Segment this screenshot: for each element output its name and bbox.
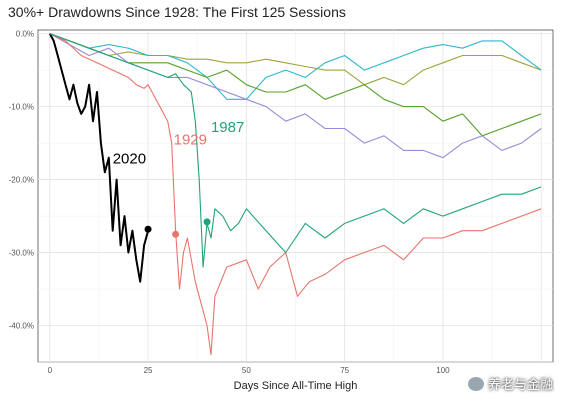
y-tick-label: -10.0% [9, 103, 34, 112]
marker-1929 [172, 230, 180, 238]
y-tick-label: -20.0% [9, 176, 34, 185]
y-tick-label: -40.0% [9, 322, 34, 331]
x-tick-label: 25 [144, 366, 153, 375]
chart-title: 30%+ Drawdowns Since 1928: The First 125… [8, 4, 346, 20]
series-line-1929 [49, 33, 542, 356]
marker-2020 [144, 225, 152, 233]
series-line-2020 [48, 33, 150, 283]
marker-1987 [203, 218, 211, 226]
grid-lines [38, 30, 553, 363]
series-line-other-2 [49, 33, 542, 137]
x-tick-label: 0 [48, 366, 53, 375]
watermark-text: 养老与金融 [487, 377, 553, 392]
tick-labels: 0.0% -10.0% -20.0% -30.0% -40.0% 0 25 50 75 100 [9, 30, 451, 375]
x-axis-title: Days Since All-Time High [234, 380, 358, 392]
series-line-other-1 [49, 33, 542, 100]
x-tick-label: 50 [242, 366, 251, 375]
y-tick-label: 0.0% [16, 30, 34, 39]
series-markers [144, 218, 211, 238]
label-1929: 1929 [174, 132, 207, 149]
series-line-other-0 [49, 33, 542, 86]
series-line-1987 [49, 33, 542, 268]
x-tick-label: 100 [436, 366, 450, 375]
series-lines [48, 33, 542, 356]
watermark: 养老与金融 [467, 374, 553, 393]
label-2020: 2020 [113, 151, 146, 168]
wechat-icon [467, 376, 484, 391]
x-tick-label: 75 [340, 366, 349, 375]
label-1987: 1987 [211, 119, 244, 136]
y-tick-label: -30.0% [9, 249, 34, 258]
